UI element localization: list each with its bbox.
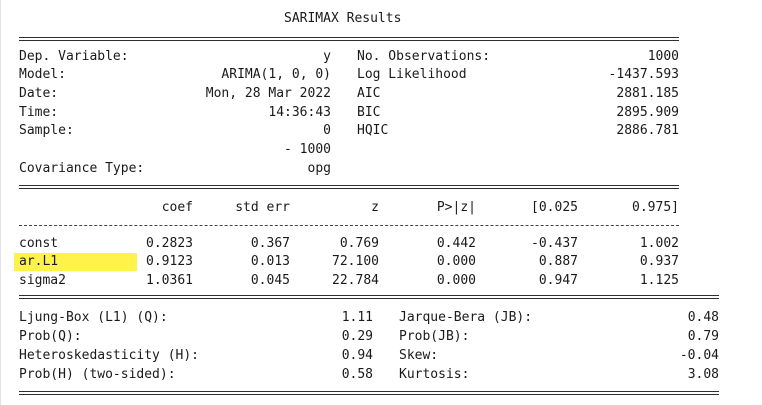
diag-label: Prob(JB): <box>399 329 470 344</box>
row-name: const <box>19 236 59 251</box>
table-cell: 0.887 <box>538 254 578 269</box>
table-cell: -0.437 <box>531 236 578 251</box>
col-header: coef <box>161 200 193 215</box>
info-value: ARIMA(1, 0, 0) <box>221 67 331 82</box>
info-label: BIC <box>357 105 381 120</box>
diag-label: Prob(Q): <box>19 329 82 344</box>
table-cell: 0.947 <box>538 273 578 288</box>
col-header: [0.025 <box>531 200 578 215</box>
table-cell: 72.100 <box>332 254 379 269</box>
info-label: Dep. Variable: <box>19 49 129 64</box>
table-cell: 0.9123 <box>146 254 193 269</box>
info-label: Sample: <box>19 123 74 138</box>
diag-value: 0.58 <box>341 367 373 382</box>
row-name: ar.L1 <box>19 254 59 269</box>
diag-value: 0.79 <box>687 329 719 344</box>
row-name: sigma2 <box>19 273 66 288</box>
info-value: 0 <box>323 123 331 138</box>
diag-value: 1.11 <box>341 310 373 325</box>
diag-label: Skew: <box>399 348 439 363</box>
diag-label: Kurtosis: <box>399 367 470 382</box>
info-label: Covariance Type: <box>19 161 145 176</box>
table-cell: 0.937 <box>639 254 679 269</box>
info-value: 2886.781 <box>616 123 679 138</box>
table-cell: 0.013 <box>250 254 290 269</box>
col-header: std err <box>235 200 290 215</box>
diag-value: 0.94 <box>341 348 373 363</box>
table-cell: 0.045 <box>250 273 290 288</box>
top-double-rule <box>19 37 679 41</box>
info-value: Mon, 28 Mar 2022 <box>205 86 331 101</box>
table-cell: 0.367 <box>250 236 290 251</box>
bottom-double-rule <box>19 391 719 395</box>
table-cell: 1.0361 <box>146 273 193 288</box>
info-label: HQIC <box>357 123 389 138</box>
table-cell: 1.002 <box>639 236 679 251</box>
info-label: Log Likelihood <box>357 67 467 82</box>
diag-label: Jarque-Bera (JB): <box>399 310 533 325</box>
info-value: opg <box>307 161 331 176</box>
info-value: -1437.593 <box>608 67 679 82</box>
info-label: Time: <box>19 105 59 120</box>
table-cell: 22.784 <box>332 273 379 288</box>
table-cell: 0.769 <box>339 236 379 251</box>
info-label: No. Observations: <box>357 49 491 64</box>
diag-label: Prob(H) (two-sided): <box>19 367 176 382</box>
diag-label: Ljung-Box (L1) (Q): <box>19 310 168 325</box>
table-cell: 0.442 <box>436 236 476 251</box>
results-title: SARIMAX Results <box>284 11 402 26</box>
diag-value: 0.29 <box>341 329 373 344</box>
info-value: y <box>323 49 331 64</box>
highlight-marker <box>14 253 137 271</box>
info-double-rule <box>19 185 679 189</box>
info-label: Date: <box>19 86 59 101</box>
table-cell: 1.125 <box>639 273 679 288</box>
info-value: 2881.185 <box>616 86 679 101</box>
info-label: Model: <box>19 67 66 82</box>
table-cell: 0.2823 <box>146 236 193 251</box>
table-cell: 0.000 <box>436 254 476 269</box>
info-value: - 1000 <box>284 142 331 157</box>
info-value: 2895.909 <box>616 105 679 120</box>
header-dashed-rule <box>19 225 679 226</box>
diag-value: -0.04 <box>679 348 719 363</box>
diag-label: Heteroskedasticity (H): <box>19 348 200 363</box>
diag-value: 0.48 <box>687 310 719 325</box>
info-label: AIC <box>357 86 381 101</box>
info-value: 14:36:43 <box>268 105 331 120</box>
table-cell: 0.000 <box>436 273 476 288</box>
col-header: 0.975] <box>632 200 679 215</box>
diag-value: 3.08 <box>687 367 719 382</box>
col-header: P>|z| <box>436 200 476 215</box>
info-value: 1000 <box>647 49 679 64</box>
col-header: z <box>371 200 379 215</box>
diagnostics-double-rule <box>19 295 719 299</box>
